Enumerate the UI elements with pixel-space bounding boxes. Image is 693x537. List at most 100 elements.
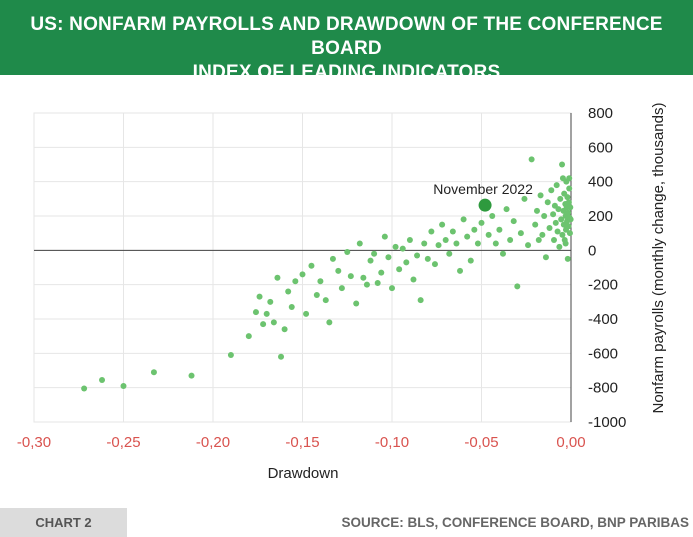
data-point (492, 240, 499, 247)
data-point (565, 199, 572, 206)
data-point (278, 353, 285, 360)
x-tick-label: -0,10 (375, 434, 409, 451)
scatter-chart: -0,30 -0,25 -0,20 -0,15 -0,10 -0,05 0,00-1000 -… (17, 103, 667, 483)
data-point (344, 249, 351, 256)
data-point (559, 161, 566, 168)
data-point (474, 240, 481, 247)
highlight-point (478, 198, 492, 212)
data-point (496, 226, 503, 233)
data-point (396, 266, 403, 273)
data-point (559, 231, 566, 238)
data-point (81, 385, 88, 392)
data-point (485, 231, 492, 238)
data-point (565, 223, 572, 230)
chart-title-line-1: US: NONFARM PAYROLLS AND DRAWDOWN OF THE… (30, 14, 663, 59)
data-point (385, 254, 392, 261)
data-point (403, 259, 410, 266)
data-point (406, 237, 413, 244)
data-point (260, 321, 267, 328)
data-point (541, 213, 548, 219)
data-point (517, 230, 524, 237)
chart-title-banner: US: NONFARM PAYROLLS AND DRAWDOWN OF THE… (0, 0, 693, 83)
y-tick-label: 600 (588, 139, 613, 156)
data-point (457, 267, 464, 274)
data-point (510, 218, 517, 225)
data-point (528, 156, 535, 163)
data-point (525, 242, 532, 249)
data-point (99, 376, 106, 383)
data-point (270, 319, 277, 326)
y-tick-label: 800 (588, 105, 613, 122)
data-point (533, 207, 540, 214)
data-point (435, 242, 442, 249)
data-point (507, 237, 514, 244)
data-point (363, 281, 370, 288)
data-point (564, 255, 571, 262)
data-point (308, 262, 315, 269)
data-point (453, 240, 460, 247)
data-point (417, 297, 424, 304)
data-point (288, 303, 295, 310)
data-point (557, 195, 564, 202)
data-point (367, 257, 374, 264)
data-point (353, 300, 360, 307)
chart-title-line-2: INDEX OF LEADING INDICATORS (192, 62, 501, 83)
data-point (399, 245, 406, 252)
data-point (566, 230, 573, 237)
y-tick-label: -800 (588, 380, 618, 397)
data-point (378, 269, 385, 276)
data-point (499, 250, 506, 257)
y-tick-label: -400 (588, 311, 618, 328)
data-point (322, 297, 329, 304)
data-point (414, 252, 421, 259)
y-tick-label: 0 (588, 242, 596, 259)
data-point (537, 192, 544, 199)
data-point (428, 228, 435, 235)
data-point (347, 273, 354, 280)
y-tick-label: -200 (588, 277, 618, 294)
data-point (464, 233, 471, 240)
data-point (421, 240, 428, 247)
data-point (120, 382, 127, 389)
data-point (566, 185, 573, 192)
data-point (252, 309, 259, 316)
data-point (439, 221, 446, 228)
data-point (565, 209, 572, 216)
data-point (467, 257, 474, 264)
data-point (546, 225, 553, 232)
data-point (446, 250, 453, 257)
data-point (256, 293, 263, 300)
data-point (267, 298, 274, 305)
data-point (460, 216, 467, 223)
data-point (389, 285, 395, 292)
x-tick-label: -0,20 (196, 434, 230, 451)
data-point (360, 274, 367, 281)
data-point (548, 187, 555, 194)
data-point (550, 211, 557, 218)
data-point (562, 240, 569, 247)
data-point (554, 228, 561, 235)
data-point (392, 243, 399, 250)
x-tick-label: 0,00 (556, 434, 585, 451)
data-point (521, 195, 528, 202)
data-point (553, 182, 560, 189)
data-point (313, 291, 320, 298)
data-point (335, 267, 342, 274)
data-point (356, 240, 363, 247)
data-point (317, 278, 324, 285)
y-tick-label: -1000 (588, 414, 626, 431)
x-tick-label: -0,30 (17, 434, 51, 451)
data-point (567, 216, 574, 223)
data-point (424, 255, 431, 262)
data-point (514, 283, 521, 290)
data-point (449, 228, 456, 235)
data-point (281, 326, 288, 333)
data-point (326, 319, 333, 326)
data-point (556, 243, 563, 250)
data-point (532, 221, 539, 228)
data-point (552, 219, 559, 226)
source-note: SOURCE: BLS, CONFERENCE BOARD, BNP PARIB… (341, 515, 689, 530)
data-point (371, 250, 378, 257)
y-tick-label: -600 (588, 345, 618, 362)
data-point (471, 226, 478, 233)
